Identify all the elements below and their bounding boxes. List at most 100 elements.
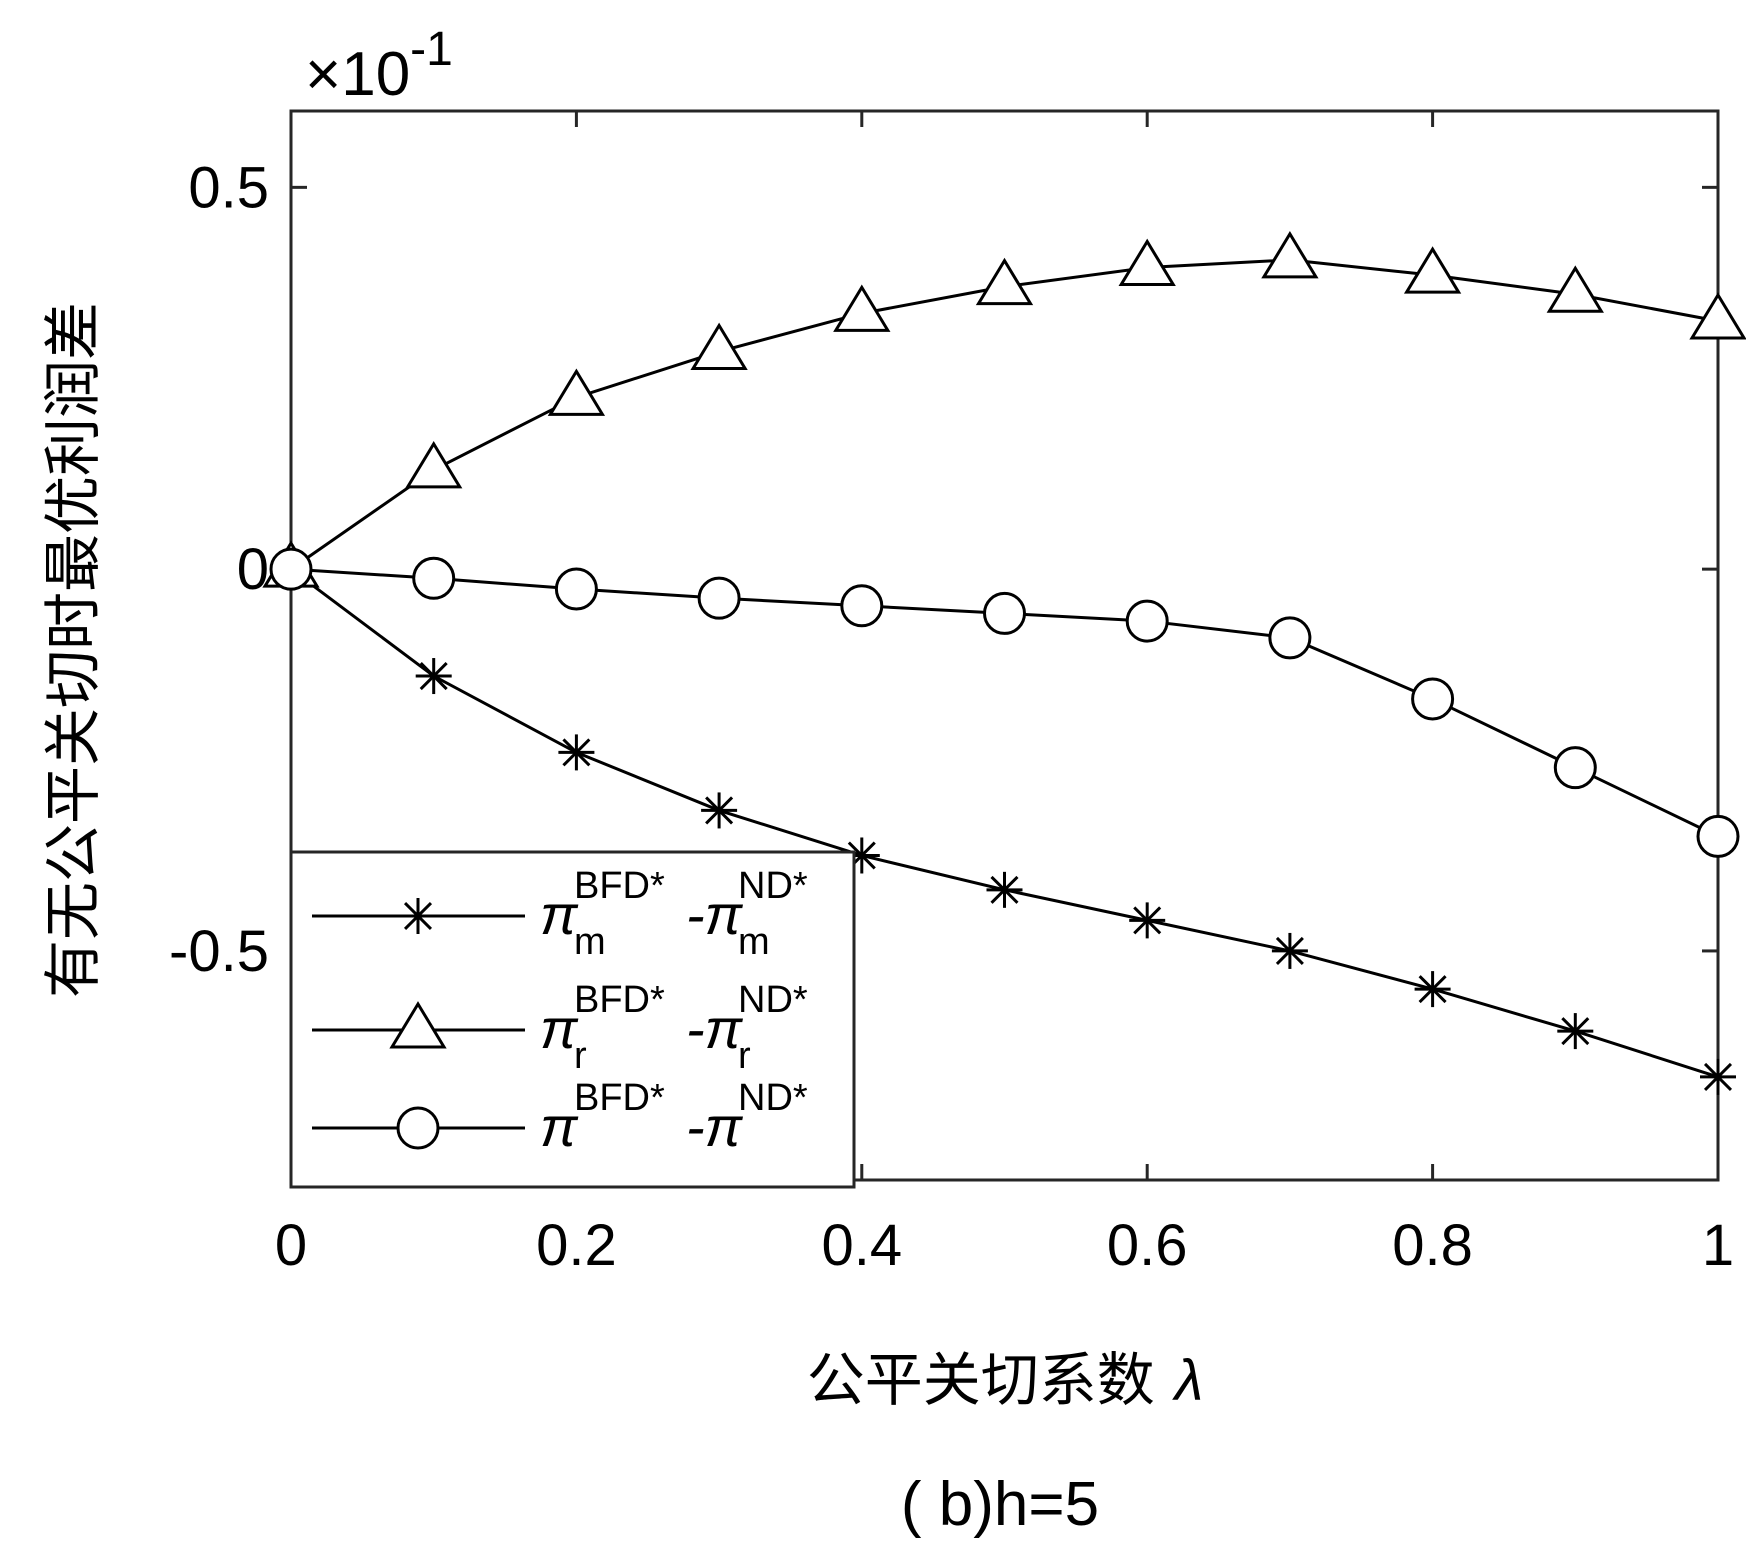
circle-shape xyxy=(1125,599,1169,643)
circle-marker xyxy=(412,556,456,600)
legend-box xyxy=(289,850,856,1189)
series-line xyxy=(290,258,1719,571)
circle-marker xyxy=(1125,599,1169,643)
y-tick-label: 0 xyxy=(237,537,269,602)
series-r xyxy=(262,230,1746,588)
asterisk-marker xyxy=(1129,902,1166,939)
triangle-marker xyxy=(975,257,1034,306)
axes-layer: 0 0.2 0.4 0.6 0.8 1 -0.5 0 0.5 xyxy=(169,109,1734,1278)
circle-shape xyxy=(1411,677,1455,721)
labels-layer: ×10-1 公平关切系数 λ 有无公平关切时最优利润差 ( b)h=5 xyxy=(41,23,1203,1539)
legend-pi: -π xyxy=(686,997,744,1060)
y-tick-label: -0.5 xyxy=(169,919,269,984)
legend-entry-r: πBFD* r -πND* r xyxy=(312,979,808,1077)
circle-marker xyxy=(1553,746,1597,790)
triangle-shape xyxy=(833,284,891,332)
x-tick-label: 0.8 xyxy=(1392,1213,1473,1278)
triangle-shape xyxy=(389,1001,447,1049)
asterisk-stroke xyxy=(403,901,433,931)
asterisk-marker xyxy=(986,871,1023,908)
circle-marker xyxy=(1411,677,1455,721)
triangle-shape xyxy=(1689,292,1746,340)
circle-marker xyxy=(697,576,741,620)
asterisk-marker xyxy=(1557,1013,1594,1050)
triangle-shape xyxy=(547,368,606,416)
triangle-marker xyxy=(547,368,606,416)
triangle-marker xyxy=(1118,238,1176,287)
triangle-marker xyxy=(1546,265,1604,313)
legend-sup: BFD* xyxy=(574,1077,665,1119)
legend-sub: r xyxy=(738,1035,751,1077)
circle-shape xyxy=(1268,616,1312,660)
x-tick-label: 0.2 xyxy=(536,1213,617,1278)
legend-sup: BFD* xyxy=(574,979,665,1021)
circle-marker xyxy=(1696,814,1740,858)
circle-shape xyxy=(840,584,884,628)
legend-sub: r xyxy=(574,1035,587,1077)
triangle-shape xyxy=(1118,238,1176,287)
asterisk-marker xyxy=(400,898,436,934)
asterisk-stroke xyxy=(1561,1017,1590,1046)
asterisk-marker xyxy=(1414,971,1451,1008)
circle-shape xyxy=(396,1106,440,1150)
circle-marker xyxy=(983,591,1026,635)
x-axis-title-text: 公平关切系数 xyxy=(807,1348,1155,1413)
legend-sub: m xyxy=(574,921,606,963)
asterisk-stroke xyxy=(419,662,448,691)
legend-pi: π xyxy=(540,1095,579,1158)
asterisk-stroke xyxy=(562,738,591,767)
circle-shape xyxy=(697,576,741,620)
circle-marker xyxy=(1268,616,1312,660)
x-tick-label: 0 xyxy=(275,1213,307,1278)
legend-sup: ND* xyxy=(738,979,808,1021)
asterisk-stroke xyxy=(990,875,1019,904)
series-t xyxy=(269,547,1740,858)
y-axis-title: 有无公平关切时最优利润差 xyxy=(41,302,106,998)
asterisk-marker xyxy=(1700,1058,1736,1095)
x-tick-label: 0.6 xyxy=(1107,1213,1188,1278)
legend-pi: -π xyxy=(686,1095,744,1158)
legend-pi: -π xyxy=(686,883,744,946)
asterisk-marker xyxy=(701,792,738,829)
triangle-marker xyxy=(405,440,463,489)
legend-entry-m: πBFD* m -πND* m xyxy=(312,865,808,963)
legend-sup: BFD* xyxy=(574,865,665,907)
triangle-shape xyxy=(1546,265,1604,313)
triangle-shape xyxy=(975,257,1034,306)
legend-sup: ND* xyxy=(738,865,808,907)
legend-pi: π xyxy=(540,997,579,1060)
asterisk-marker xyxy=(558,734,595,771)
legend-entry-t: πBFD* -πND* xyxy=(312,1077,808,1158)
triangle-marker xyxy=(1261,230,1319,279)
series-layer xyxy=(262,230,1746,1095)
legend-sup: ND* xyxy=(738,1077,808,1119)
exponent-power: -1 xyxy=(410,23,453,76)
figure-caption: ( b)h=5 xyxy=(901,1470,1099,1539)
asterisk-stroke xyxy=(1418,975,1447,1004)
circle-shape xyxy=(412,556,456,600)
triangle-shape xyxy=(690,322,748,371)
asterisk-stroke xyxy=(705,796,734,825)
asterisk-marker xyxy=(415,658,452,695)
triangle-marker xyxy=(690,322,748,371)
y-tick-label: 0.5 xyxy=(188,155,269,220)
legend-sub: m xyxy=(738,921,770,963)
asterisk-stroke xyxy=(1275,936,1304,965)
triangle-marker xyxy=(833,284,891,332)
triangle-shape xyxy=(1261,230,1319,279)
asterisk-stroke xyxy=(1133,906,1162,935)
circle-marker xyxy=(554,567,598,611)
legend-label: πBFD* r -πND* r xyxy=(540,979,808,1077)
circle-marker xyxy=(269,547,313,591)
triangle-marker xyxy=(1403,246,1462,294)
x-axis-symbol: λ xyxy=(1172,1348,1204,1413)
legend-label: πBFD* m -πND* m xyxy=(540,865,808,963)
x-axis-title: 公平关切系数 λ xyxy=(807,1348,1204,1413)
legend-pi: π xyxy=(540,883,579,946)
exponent-base: ×10 xyxy=(305,40,410,109)
triangle-shape xyxy=(1403,246,1462,294)
asterisk-stroke xyxy=(1703,1062,1733,1091)
asterisk-marker xyxy=(1271,932,1308,969)
